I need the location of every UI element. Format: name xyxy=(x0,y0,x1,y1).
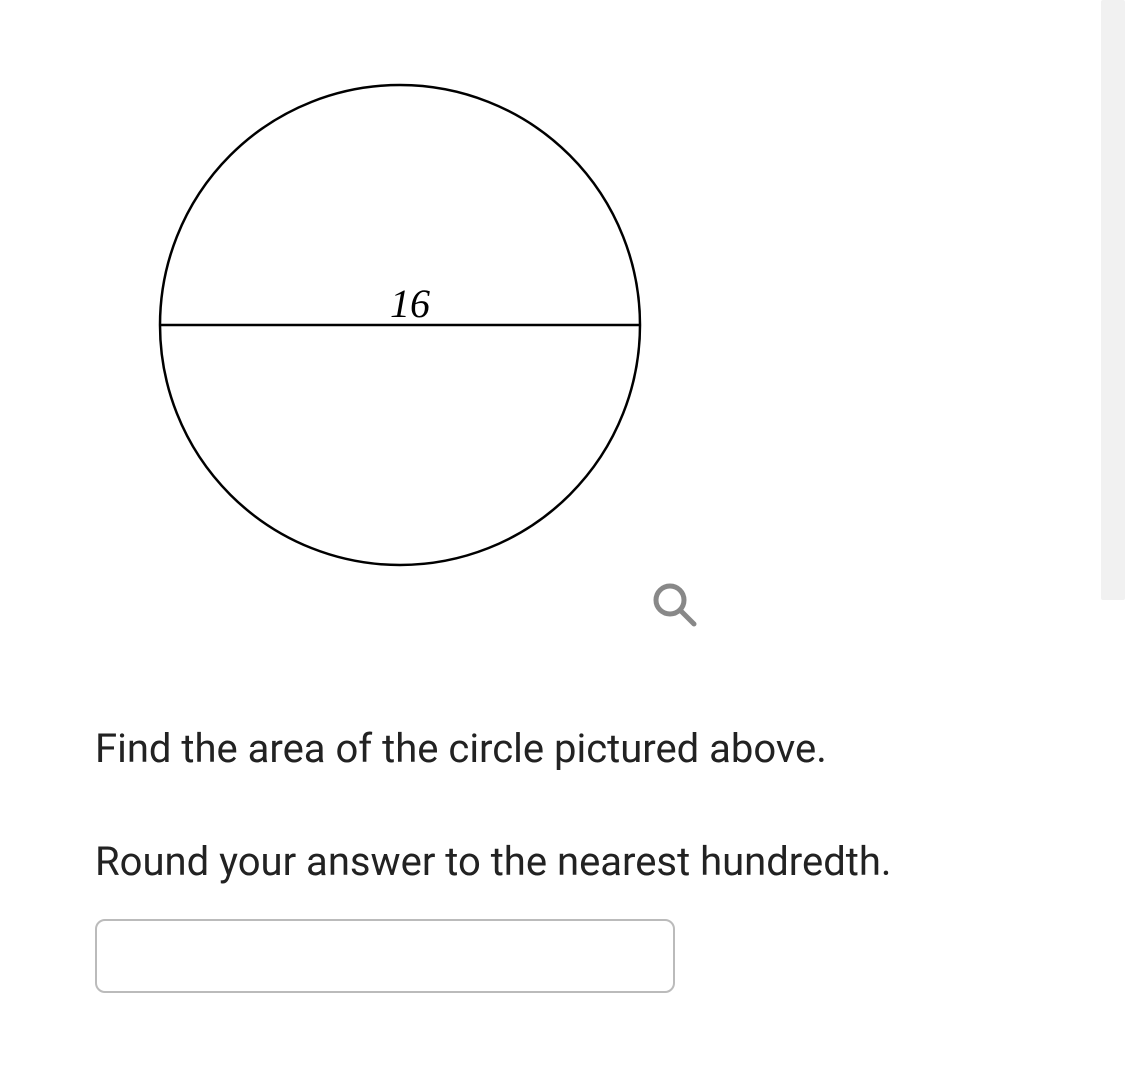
diameter-label: 16 xyxy=(390,280,430,327)
magnify-icon[interactable] xyxy=(650,580,700,634)
question-content: 16 Find the area of the circle pictured … xyxy=(0,0,1090,993)
instruction-text: Round your answer to the nearest hundred… xyxy=(95,833,995,891)
circle-diagram-svg xyxy=(155,70,655,590)
circle-figure: 16 xyxy=(95,70,735,680)
scrollbar-track[interactable] xyxy=(1101,0,1125,600)
answer-input[interactable] xyxy=(95,919,675,993)
question-text: Find the area of the circle pictured abo… xyxy=(95,720,1000,778)
